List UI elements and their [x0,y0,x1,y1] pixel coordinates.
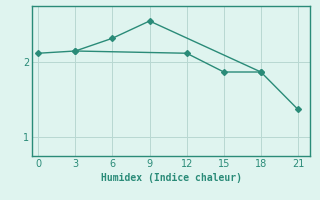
X-axis label: Humidex (Indice chaleur): Humidex (Indice chaleur) [101,173,242,183]
